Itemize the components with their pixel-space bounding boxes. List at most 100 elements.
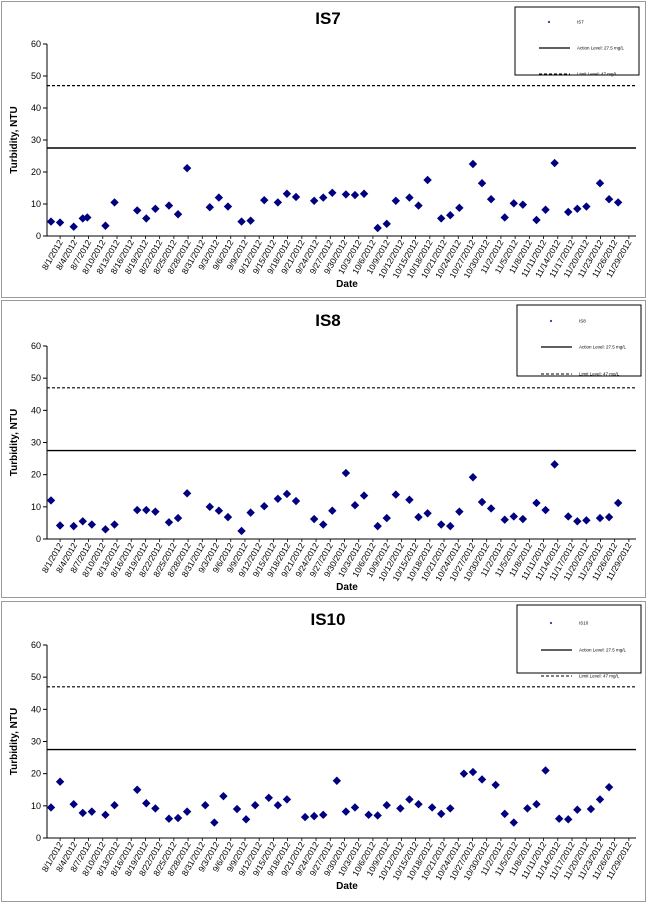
data-point [282, 189, 292, 198]
data-point [491, 780, 500, 790]
data-point [436, 809, 446, 819]
data-point [550, 460, 559, 469]
data-point [573, 517, 582, 526]
y-axis-label: Turbidity, NTU [9, 106, 20, 173]
data-point [468, 473, 478, 482]
data-point [405, 495, 414, 504]
data-point [604, 512, 614, 522]
data-point [518, 200, 528, 209]
data-point [328, 506, 337, 515]
data-point [328, 188, 337, 197]
legend-entry: IS7 [577, 20, 584, 25]
data-point [423, 509, 432, 518]
data-point [78, 517, 87, 526]
y-tick-label: 50 [31, 373, 41, 383]
data-point [405, 193, 414, 202]
data-point [509, 818, 518, 827]
data-point [246, 216, 255, 225]
data-point [373, 223, 382, 233]
data-point [46, 217, 56, 226]
data-point [550, 158, 559, 168]
data-point [83, 213, 92, 222]
legend-box [514, 6, 640, 76]
data-point [237, 217, 246, 226]
data-point [446, 521, 455, 531]
data-point [250, 800, 260, 810]
data-point [219, 791, 228, 801]
data-point [595, 795, 605, 804]
data-point [500, 515, 509, 524]
data-point [101, 221, 110, 230]
legend-entry: Limit Level: 47 mg/L [579, 674, 620, 679]
y-tick-label: 0 [36, 534, 41, 544]
data-point [273, 198, 283, 207]
data-point [223, 202, 233, 211]
y-tick-label: 10 [31, 502, 41, 512]
data-point [391, 196, 401, 205]
data-point [477, 775, 487, 784]
legend-box [516, 304, 642, 377]
y-tick-label: 30 [31, 737, 41, 747]
data-point [341, 807, 351, 816]
data-point [69, 521, 78, 531]
data-point [151, 204, 160, 213]
data-point [459, 769, 469, 778]
data-point [309, 196, 319, 205]
data-point [142, 505, 151, 515]
y-tick-label: 20 [31, 167, 41, 177]
data-point [319, 810, 328, 820]
data-point [182, 163, 192, 173]
legend-entry: IS8 [579, 319, 586, 324]
data-point [468, 159, 478, 169]
data-point [582, 516, 591, 525]
data-point [164, 814, 174, 823]
data-point [291, 192, 301, 202]
legend-marker [547, 20, 551, 24]
legend-entry: Limit Level: 47 mg/L [579, 372, 620, 377]
data-point [455, 203, 464, 213]
data-point [373, 811, 382, 820]
data-point [554, 814, 564, 823]
data-point [500, 213, 509, 222]
data-point [414, 512, 423, 522]
data-point [69, 222, 78, 231]
legend-marker [549, 621, 553, 625]
data-point [573, 805, 582, 814]
data-point [564, 207, 573, 217]
data-point [205, 502, 215, 512]
y-tick-label: 60 [31, 39, 41, 49]
data-point [414, 201, 423, 210]
legend-box [516, 604, 642, 674]
data-point [613, 198, 623, 207]
chart-panel-is8: IS8 Turbidity, NTU 0 10 20 30 40 50 60 8/1/2012 8/… [1, 300, 646, 598]
data-point [241, 815, 251, 824]
chart-title: IS10 [311, 610, 346, 629]
data-point [164, 201, 174, 210]
data-point [300, 812, 310, 822]
data-point [78, 808, 87, 818]
data-point [382, 219, 391, 229]
data-point [613, 498, 623, 508]
data-point [564, 512, 573, 521]
data-point [173, 513, 183, 523]
data-point [55, 521, 65, 530]
data-point [541, 205, 550, 214]
legend-entry: Action Level: 27.5 mg/L [577, 46, 625, 51]
y-tick-label: 40 [31, 405, 41, 415]
data-point [110, 198, 119, 207]
data-point [341, 468, 351, 478]
data-point [446, 211, 455, 220]
x-axis-label: Date [336, 279, 358, 290]
chart-title: IS8 [315, 311, 341, 330]
y-axis-label: Turbidity, NTU [9, 409, 20, 476]
y-tick-label: 30 [31, 438, 41, 448]
data-point [541, 766, 550, 775]
data-point [246, 508, 255, 517]
data-point [273, 800, 283, 810]
data-point [223, 512, 233, 522]
data-point [101, 525, 110, 534]
data-point [101, 810, 110, 820]
data-point [142, 214, 151, 223]
y-tick-label: 20 [31, 470, 41, 480]
